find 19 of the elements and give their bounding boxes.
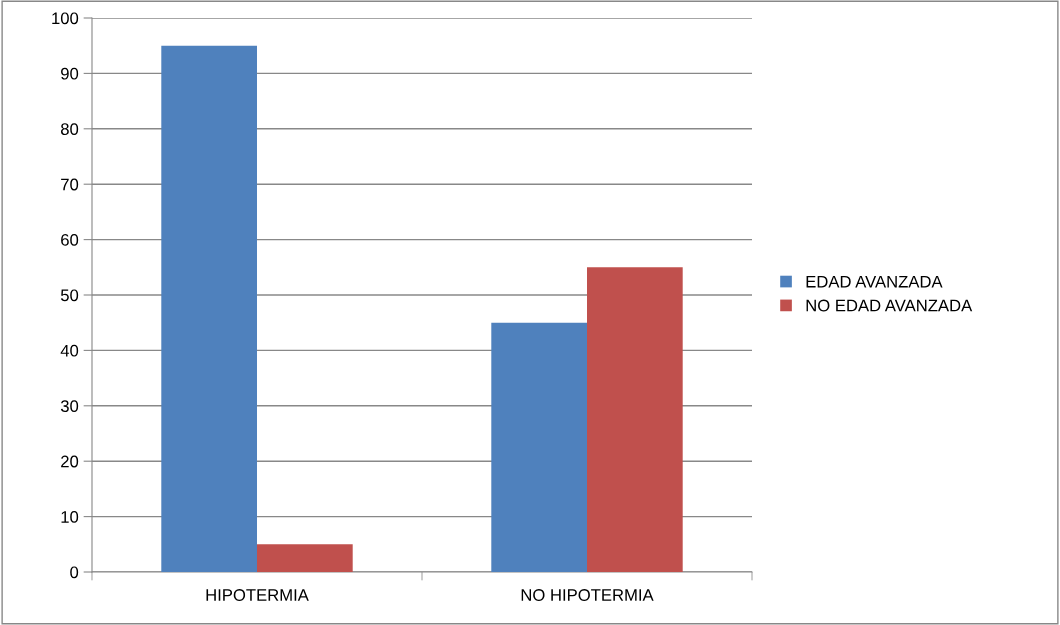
y-tick-label: 80: [60, 123, 79, 135]
bar: [257, 544, 353, 572]
y-tick-label: 10: [61, 511, 79, 523]
y-tick-label: 70: [61, 178, 79, 191]
legend-label: EDAD AVANZADA: [806, 275, 943, 288]
y-tick-label: 50: [60, 289, 79, 302]
y-tick-label: 100: [52, 12, 79, 25]
x-tick-label: NO HIPOTERMIA: [521, 589, 654, 601]
bar: [587, 267, 683, 572]
bar: [491, 322, 587, 572]
bar: [161, 45, 257, 572]
y-tick-label: 90: [61, 67, 79, 80]
y-tick-label: 20: [61, 455, 79, 468]
x-tick-label: HIPOTERMIA: [206, 589, 309, 601]
y-tick-label: 30: [60, 400, 79, 412]
y-tick-label: 0: [70, 566, 79, 579]
y-tick-label: 40: [60, 344, 79, 357]
y-tick-label: 60: [61, 234, 79, 246]
legend-label: NO EDAD AVANZADA: [806, 299, 973, 312]
